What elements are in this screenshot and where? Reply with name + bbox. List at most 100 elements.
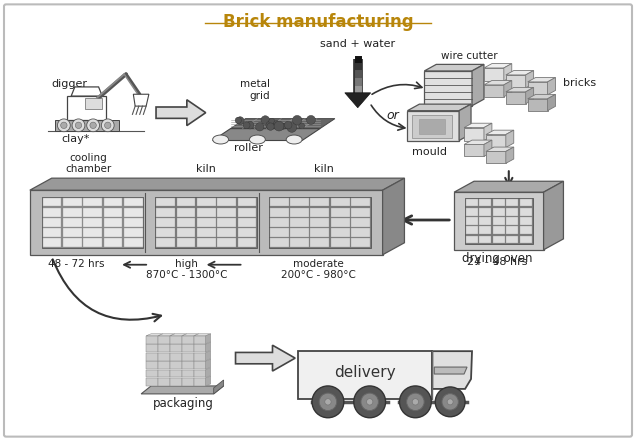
Polygon shape xyxy=(156,218,175,227)
Polygon shape xyxy=(217,218,236,227)
Polygon shape xyxy=(206,359,211,369)
Polygon shape xyxy=(170,378,182,386)
Polygon shape xyxy=(156,228,175,237)
Polygon shape xyxy=(548,77,555,95)
Text: 48 - 72 hrs: 48 - 72 hrs xyxy=(48,259,104,269)
Polygon shape xyxy=(543,181,564,250)
Polygon shape xyxy=(170,344,182,352)
Polygon shape xyxy=(197,238,215,247)
Polygon shape xyxy=(176,198,196,206)
Polygon shape xyxy=(270,198,289,206)
Text: or: or xyxy=(386,109,399,122)
Polygon shape xyxy=(484,64,512,68)
Polygon shape xyxy=(104,228,122,237)
Polygon shape xyxy=(464,140,492,144)
Polygon shape xyxy=(71,87,103,96)
Circle shape xyxy=(236,117,244,125)
Polygon shape xyxy=(331,238,350,247)
Polygon shape xyxy=(197,208,215,216)
Text: mould: mould xyxy=(412,147,447,158)
Text: packaging: packaging xyxy=(152,397,213,410)
Text: kiln: kiln xyxy=(314,164,334,174)
Polygon shape xyxy=(493,227,505,234)
Polygon shape xyxy=(520,236,532,243)
Polygon shape xyxy=(548,95,555,111)
Polygon shape xyxy=(238,208,256,216)
Polygon shape xyxy=(310,218,329,227)
Polygon shape xyxy=(506,92,526,104)
Polygon shape xyxy=(182,370,194,378)
Polygon shape xyxy=(466,199,478,206)
Circle shape xyxy=(101,119,114,132)
Circle shape xyxy=(72,119,85,132)
Polygon shape xyxy=(182,378,194,386)
Polygon shape xyxy=(351,218,370,227)
Polygon shape xyxy=(124,208,143,216)
Polygon shape xyxy=(146,336,158,344)
Circle shape xyxy=(280,124,286,129)
Polygon shape xyxy=(156,208,175,216)
Polygon shape xyxy=(194,336,206,344)
Polygon shape xyxy=(176,218,196,227)
Polygon shape xyxy=(419,119,445,134)
Polygon shape xyxy=(158,334,175,336)
Polygon shape xyxy=(504,64,512,81)
Polygon shape xyxy=(238,198,256,206)
Polygon shape xyxy=(479,217,491,225)
Polygon shape xyxy=(194,370,206,378)
Polygon shape xyxy=(83,208,102,216)
Polygon shape xyxy=(158,344,170,352)
Polygon shape xyxy=(124,238,143,247)
Polygon shape xyxy=(43,238,61,247)
Polygon shape xyxy=(454,181,564,192)
Circle shape xyxy=(274,121,284,131)
Polygon shape xyxy=(331,208,350,216)
Polygon shape xyxy=(30,178,404,190)
Text: roller: roller xyxy=(234,143,263,154)
Circle shape xyxy=(399,386,431,418)
Polygon shape xyxy=(454,192,543,250)
Polygon shape xyxy=(43,208,61,216)
Circle shape xyxy=(75,122,82,128)
Circle shape xyxy=(235,117,241,124)
Polygon shape xyxy=(484,81,512,85)
Polygon shape xyxy=(194,334,211,336)
Polygon shape xyxy=(472,64,484,106)
Polygon shape xyxy=(466,227,478,234)
Polygon shape xyxy=(506,88,534,92)
Polygon shape xyxy=(506,199,519,206)
Polygon shape xyxy=(146,352,158,361)
Polygon shape xyxy=(83,228,102,237)
Text: Brick manufacturing: Brick manufacturing xyxy=(223,13,413,31)
Text: delivery: delivery xyxy=(334,364,396,380)
Polygon shape xyxy=(236,345,295,371)
Polygon shape xyxy=(493,199,505,206)
Polygon shape xyxy=(506,130,514,147)
Polygon shape xyxy=(217,198,236,206)
Polygon shape xyxy=(182,361,194,369)
Polygon shape xyxy=(412,115,452,138)
Polygon shape xyxy=(194,352,206,361)
Ellipse shape xyxy=(286,135,302,144)
Polygon shape xyxy=(270,238,289,247)
Polygon shape xyxy=(527,82,548,95)
Polygon shape xyxy=(146,361,158,369)
Polygon shape xyxy=(206,342,211,352)
Polygon shape xyxy=(85,98,103,109)
Ellipse shape xyxy=(213,135,229,144)
Polygon shape xyxy=(504,81,512,97)
Polygon shape xyxy=(484,123,492,140)
Circle shape xyxy=(104,122,111,128)
Polygon shape xyxy=(290,208,309,216)
Polygon shape xyxy=(466,217,478,225)
Text: metal
grid: metal grid xyxy=(240,79,270,101)
Polygon shape xyxy=(464,123,492,128)
Polygon shape xyxy=(486,130,514,135)
Polygon shape xyxy=(408,111,459,140)
Polygon shape xyxy=(383,178,404,255)
Polygon shape xyxy=(351,198,370,206)
Polygon shape xyxy=(331,228,350,237)
Polygon shape xyxy=(486,151,506,163)
Polygon shape xyxy=(42,197,143,248)
Circle shape xyxy=(267,123,275,130)
